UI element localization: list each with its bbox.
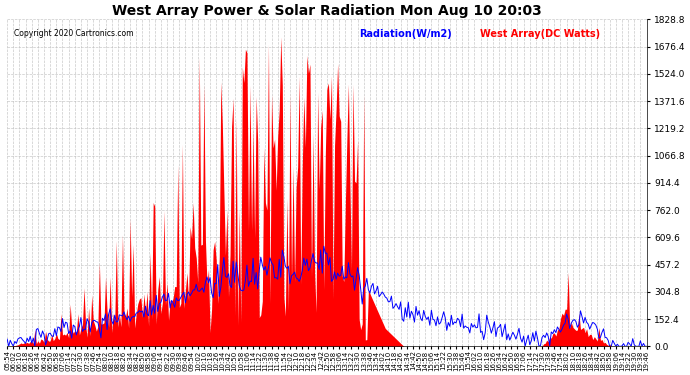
Text: Copyright 2020 Cartronics.com: Copyright 2020 Cartronics.com	[14, 29, 133, 38]
Text: Radiation(W/m2): Radiation(W/m2)	[359, 29, 451, 39]
Title: West Array Power & Solar Radiation Mon Aug 10 20:03: West Array Power & Solar Radiation Mon A…	[112, 4, 542, 18]
Text: West Array(DC Watts): West Array(DC Watts)	[480, 29, 600, 39]
